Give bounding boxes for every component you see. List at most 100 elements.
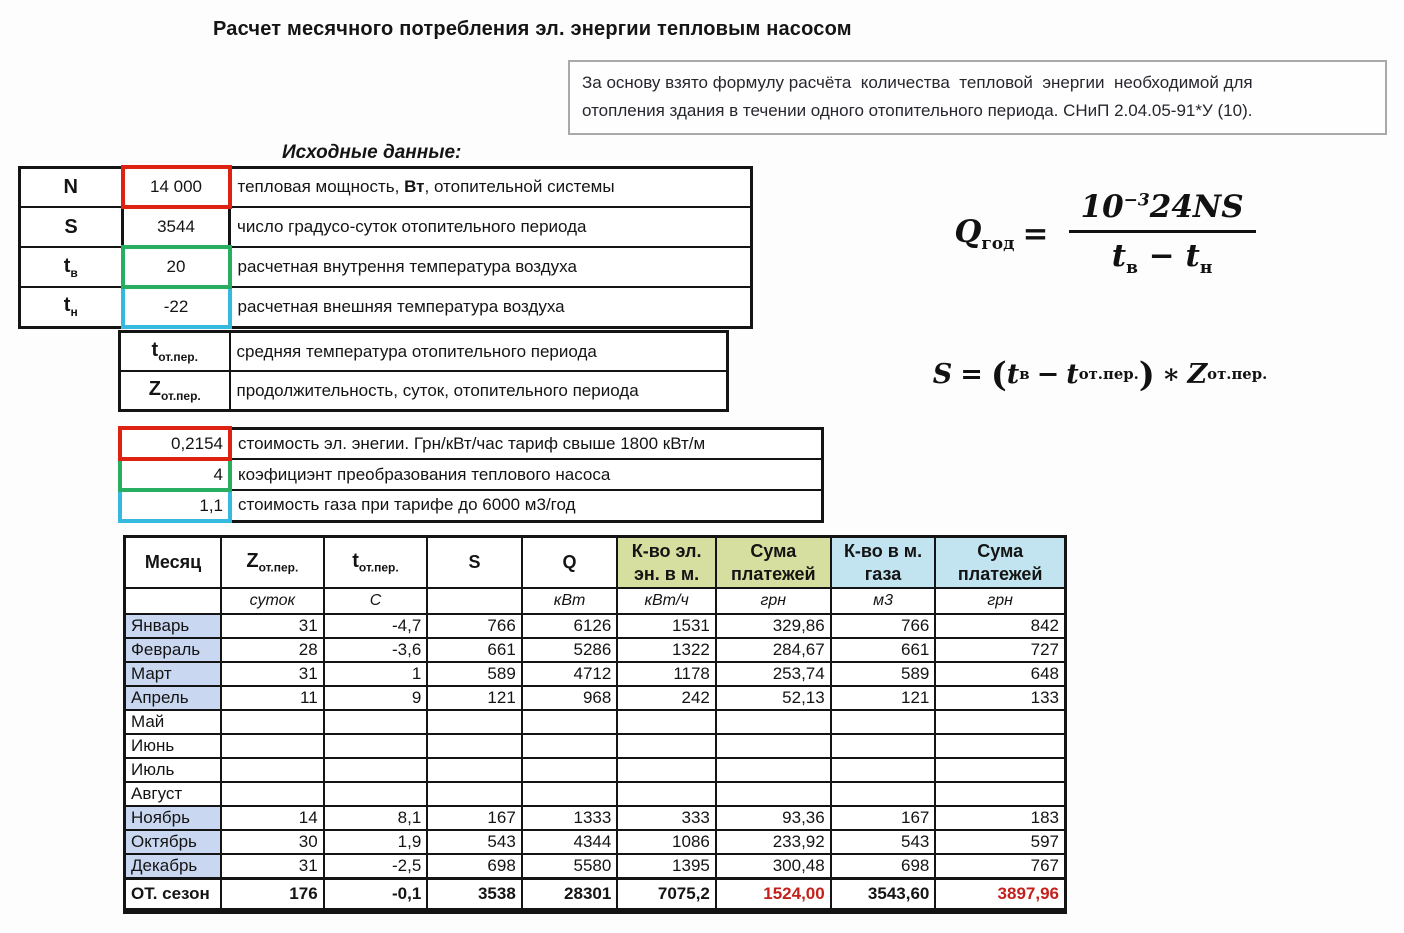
definitions-table: tот.пер. средняя температура отопительног… bbox=[118, 330, 729, 412]
value-cell: 52,13 bbox=[714, 685, 832, 711]
value-cell bbox=[934, 709, 1067, 735]
month-row: Апрель 11 9 121 968 242 52,13 121 133 bbox=[123, 685, 1067, 711]
param-description: расчетная внешняя температура воздуха bbox=[228, 286, 753, 328]
total-value-cell: 176 bbox=[220, 877, 325, 912]
tariff-value-cell[interactable]: 0,2154 bbox=[118, 426, 232, 461]
value-cell: 4712 bbox=[520, 661, 619, 687]
note-box: За основу взято формулу расчёта количест… bbox=[568, 60, 1387, 136]
value-cell bbox=[520, 733, 619, 759]
value-cell: 133 bbox=[934, 685, 1067, 711]
unit-label: м3 bbox=[829, 587, 937, 615]
tariff-row: 0,2154 стоимость эл. энегии. Грн/кВт/час … bbox=[118, 426, 823, 461]
tariffs-table: 0,2154 стоимость эл. энегии. Грн/кВт/час … bbox=[118, 426, 824, 523]
value-cell: 589 bbox=[829, 661, 937, 687]
description-text: расчетная внутрення температура воздуха bbox=[237, 257, 577, 276]
param-label: tот.пер. bbox=[118, 330, 231, 372]
value-cell: 31 bbox=[220, 853, 325, 880]
value-cell: 6126 bbox=[520, 613, 619, 639]
param-description: число градусо-суток отопительного период… bbox=[228, 206, 753, 248]
input-row: S 3544 число градусо-суток отопительного п… bbox=[18, 205, 753, 249]
value-cell bbox=[426, 757, 523, 783]
value-cell: 698 bbox=[829, 853, 937, 880]
param-value-cell[interactable]: -22 bbox=[120, 285, 232, 329]
total-value-cell: 3543,60 bbox=[829, 877, 937, 912]
value-cell: 121 bbox=[829, 685, 937, 711]
value-cell: 767 bbox=[934, 853, 1067, 880]
header-symbol: t bbox=[352, 550, 359, 573]
value-cell: 1,9 bbox=[322, 829, 429, 855]
formula-lhs: Qгод bbox=[954, 213, 1015, 255]
value-cell: 1178 bbox=[616, 661, 717, 687]
value-cell: 30 bbox=[220, 829, 325, 855]
definition-row: Zот.пер. продолжительность, суток, отопит… bbox=[118, 370, 729, 412]
unit-label bbox=[123, 587, 223, 615]
param-value-cell[interactable]: 20 bbox=[120, 245, 232, 289]
value-cell: 698 bbox=[426, 853, 523, 880]
value-cell bbox=[934, 733, 1067, 759]
monthly-header-row: Месяц Zот.пер. tот.пер. S Q К-во эл. эн. в м. С… bbox=[123, 535, 1067, 589]
value-cell: 329,86 bbox=[714, 613, 832, 639]
param-label: Zот.пер. bbox=[118, 370, 231, 412]
tariff-description: стоимость эл. энегии. Грн/кВт/час тариф … bbox=[229, 427, 823, 460]
value-cell bbox=[520, 781, 619, 807]
value-cell bbox=[616, 757, 717, 783]
value-cell: 31 bbox=[220, 661, 325, 687]
tariff-row: 1,1 стоимость газа при тарифе до 6000 м3/… bbox=[118, 488, 823, 523]
month-row: Январь 31 -4,7 766 6126 1531 329,86 766 842 bbox=[123, 613, 1067, 639]
value-cell bbox=[714, 757, 832, 783]
total-value-cell: 7075,2 bbox=[616, 877, 717, 912]
value-cell: 727 bbox=[934, 637, 1067, 663]
unit-label: кВт bbox=[520, 587, 619, 615]
month-cell: Ноябрь bbox=[123, 805, 223, 831]
value-cell bbox=[616, 781, 717, 807]
header-symbol: Z bbox=[246, 550, 259, 573]
param-value-cell[interactable]: 14 000 bbox=[120, 165, 232, 209]
param-value-cell[interactable]: 3544 bbox=[121, 205, 231, 249]
value-cell: 661 bbox=[426, 637, 523, 663]
unit-label: кВт/ч bbox=[616, 587, 717, 615]
param-label: tн bbox=[18, 286, 124, 328]
value-cell: 543 bbox=[426, 829, 523, 855]
month-cell: Май bbox=[123, 709, 223, 735]
value-cell: 93,36 bbox=[714, 805, 832, 831]
total-value-cell: -0,1 bbox=[322, 877, 429, 912]
unit-label bbox=[426, 587, 523, 615]
value-cell: 333 bbox=[616, 805, 717, 831]
param-symbol-subscript: н bbox=[70, 305, 78, 320]
value-cell: 1333 bbox=[520, 805, 619, 831]
value-cell: 1086 bbox=[616, 829, 717, 855]
param-label: S bbox=[18, 206, 124, 248]
equals-sign: = bbox=[1022, 216, 1049, 252]
column-header: Q bbox=[520, 535, 619, 589]
header-line: газа bbox=[864, 563, 902, 584]
month-cell: Декабрь bbox=[123, 853, 223, 880]
value-cell bbox=[520, 757, 619, 783]
value-cell: 183 bbox=[934, 805, 1067, 831]
unit-label: С bbox=[322, 587, 429, 615]
month-cell: Апрель bbox=[123, 685, 223, 711]
value-cell: -2,5 bbox=[322, 853, 429, 880]
tariff-value-cell[interactable]: 1,1 bbox=[118, 488, 232, 523]
value-cell bbox=[220, 709, 325, 735]
total-label: ОТ. сезон bbox=[123, 877, 223, 912]
column-header: К-во эл. эн. в м. bbox=[616, 535, 717, 589]
param-symbol-subscript: от.пер. bbox=[158, 350, 198, 364]
param-description: тепловая мощность, Вт, отопительной сист… bbox=[228, 166, 753, 208]
value-cell bbox=[322, 757, 429, 783]
value-cell: 543 bbox=[829, 829, 937, 855]
value-cell: 284,67 bbox=[714, 637, 832, 663]
column-header: S bbox=[426, 535, 523, 589]
unit-label: грн bbox=[934, 587, 1067, 615]
month-row: Ноябрь 14 8,1 167 1333 333 93,36 167 183 bbox=[123, 805, 1067, 831]
month-cell: Март bbox=[123, 661, 223, 687]
total-row: ОТ. сезон 176 -0,1 3538 28301 7075,2 1524,00 35… bbox=[123, 877, 1067, 912]
value-cell bbox=[714, 781, 832, 807]
param-symbol-subscript: от.пер. bbox=[160, 389, 201, 403]
value-cell: 597 bbox=[934, 829, 1067, 855]
value-cell bbox=[829, 709, 937, 735]
tariff-value-cell[interactable]: 4 bbox=[118, 457, 232, 492]
value-cell bbox=[829, 781, 937, 807]
value-cell: 1322 bbox=[616, 637, 717, 663]
month-cell: Октябрь bbox=[123, 829, 223, 855]
param-symbol-subscript: в bbox=[70, 265, 78, 280]
